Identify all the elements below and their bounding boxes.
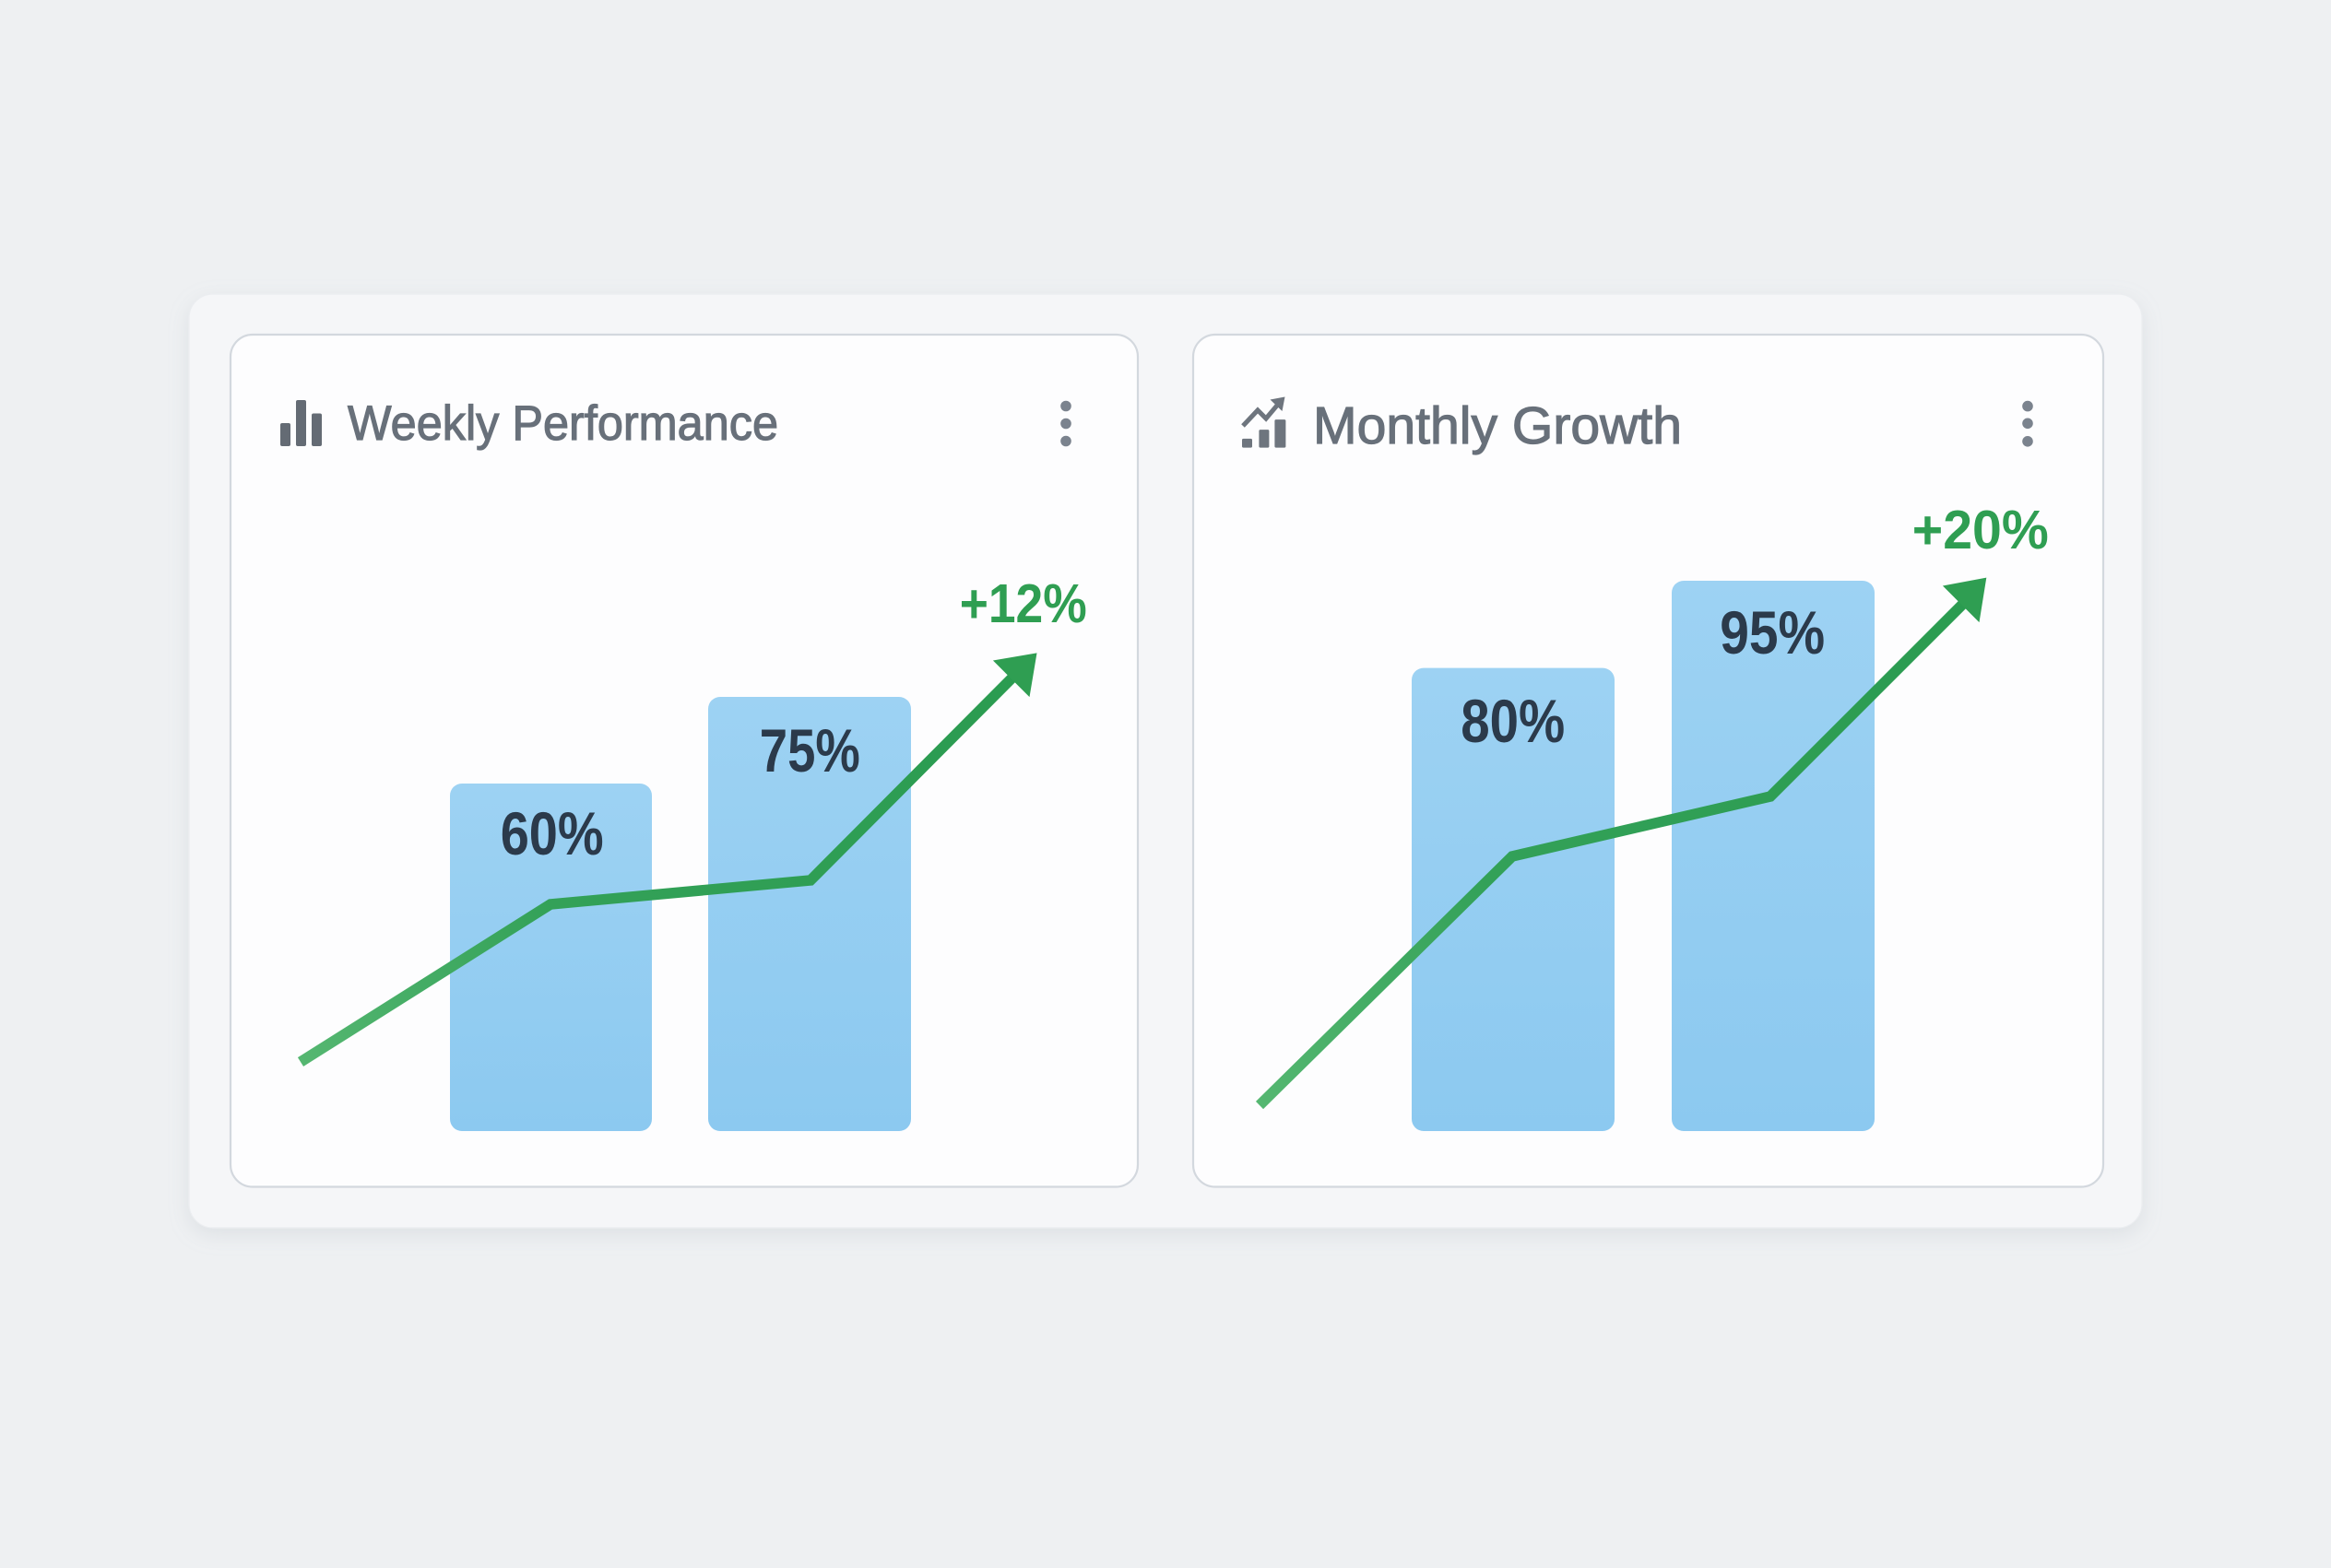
svg-text:80%: 80% bbox=[1461, 687, 1565, 755]
svg-text:60%: 60% bbox=[501, 799, 604, 867]
svg-text:+12%: +12% bbox=[960, 573, 1087, 634]
svg-text:Weekly Performance: Weekly Performance bbox=[348, 396, 778, 451]
svg-text:95%: 95% bbox=[1720, 598, 1825, 666]
svg-text:75%: 75% bbox=[760, 716, 860, 784]
svg-text:+20%: +20% bbox=[1912, 500, 2049, 560]
svg-text:Monthly Growth: Monthly Growth bbox=[1313, 396, 1682, 455]
